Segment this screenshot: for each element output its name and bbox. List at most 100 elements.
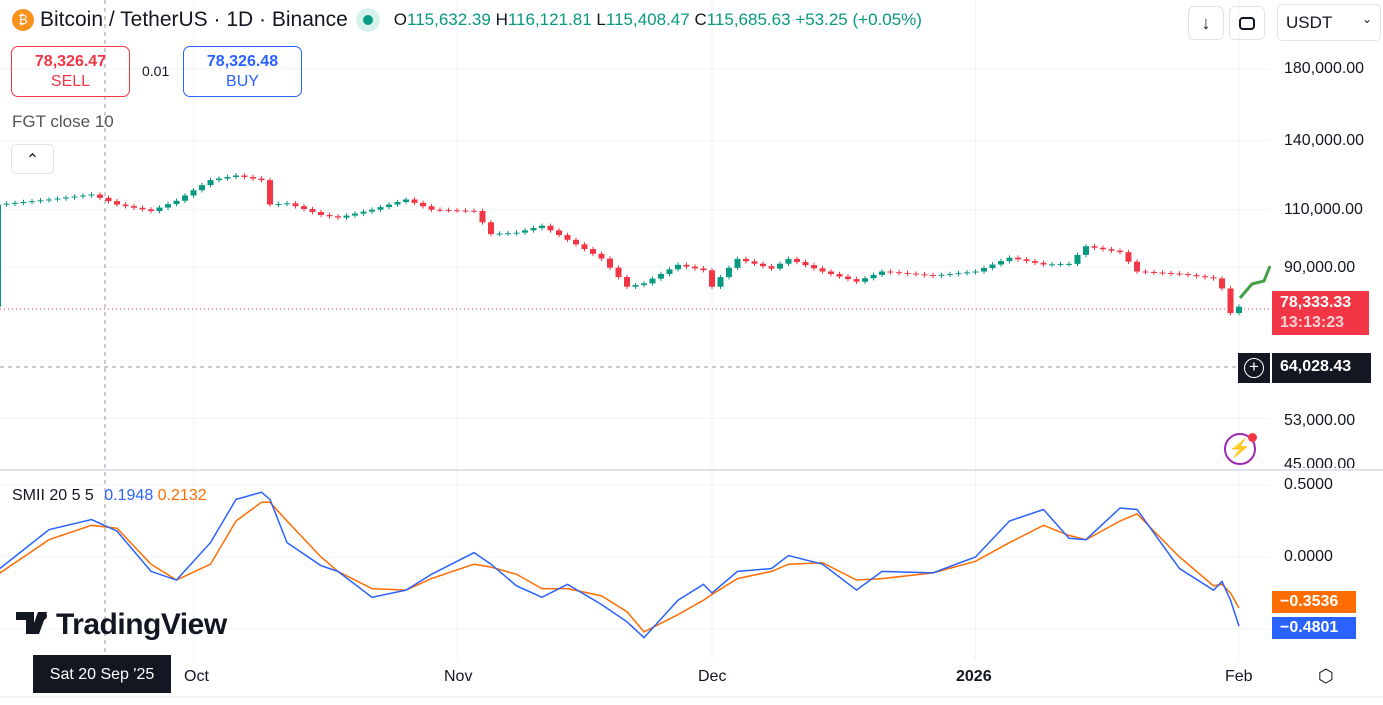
close-value: 115,685.63 — [706, 10, 791, 29]
last-price-value: 78,333.33 — [1280, 294, 1352, 311]
settings-eye-icon[interactable]: ⬡ — [1318, 666, 1334, 686]
close-label: C — [694, 10, 707, 29]
price-tick: 90,000.00 — [1284, 259, 1356, 276]
market-status-icon — [355, 8, 380, 32]
symbol-header[interactable]: ₿ Bitcoin / TetherUS · 1D · Binance O115… — [12, 8, 922, 32]
candle — [462, 210, 469, 212]
candle — [0, 204, 1, 307]
candle — [369, 209, 375, 212]
low-value: 115,408.47 — [605, 10, 690, 29]
candle — [1219, 278, 1225, 289]
candle — [794, 258, 800, 262]
candle — [607, 258, 613, 268]
smii-value-blue: 0.1948 — [104, 487, 154, 504]
candle — [428, 206, 435, 210]
lightning-icon[interactable]: ⚡ — [1224, 433, 1257, 465]
price-tick: 45,000.00 — [1284, 456, 1356, 468]
candle — [921, 274, 928, 276]
candle — [471, 210, 477, 212]
price-tick: 180,000.00 — [1284, 60, 1365, 77]
low-label: L — [596, 10, 606, 29]
candle — [326, 214, 333, 217]
candle — [71, 196, 78, 198]
candle — [352, 213, 358, 216]
time-tick: 2026 — [956, 668, 992, 685]
candle — [819, 268, 826, 272]
candle — [666, 269, 673, 274]
candle — [1040, 262, 1047, 265]
candle — [505, 233, 511, 235]
candles — [0, 173, 1242, 316]
candle — [658, 273, 664, 279]
sell-button[interactable]: 78,326.47 SELL — [11, 46, 130, 97]
smii-legend[interactable]: SMII 20 5 5 0.1948 0.2132 — [12, 487, 207, 505]
price-tick: 110,000.00 — [1284, 201, 1363, 218]
candle — [1117, 250, 1123, 253]
candle — [190, 190, 197, 196]
candle — [479, 211, 486, 223]
candle — [522, 230, 528, 233]
candle — [785, 258, 792, 264]
buy-button[interactable]: 78,326.48 BUY — [183, 46, 302, 97]
candle — [760, 263, 766, 267]
candle — [1074, 254, 1081, 264]
smii-orange-line — [0, 501, 1240, 633]
candle — [97, 194, 103, 198]
candle — [726, 267, 732, 278]
candle — [1151, 272, 1157, 274]
candle — [1083, 246, 1089, 255]
candle — [1023, 259, 1030, 262]
candle — [488, 222, 494, 235]
last-price-tag: 78,333.33 13:13:23 — [1272, 291, 1369, 335]
chevron-up-icon: ⌃ — [25, 152, 40, 169]
candle — [1210, 277, 1217, 279]
candle — [88, 194, 95, 196]
smii-tick: 0.5000 — [1284, 476, 1333, 493]
smii-blue-tag: −0.4801 — [1272, 617, 1356, 639]
chevron-down-icon: ⌄ — [1361, 12, 1372, 26]
candle — [947, 274, 953, 276]
candle — [955, 273, 962, 275]
candle — [768, 266, 775, 269]
candle — [360, 211, 367, 214]
open-label: O — [393, 10, 407, 29]
candle — [1066, 263, 1072, 265]
candle — [683, 264, 690, 267]
collapse-legend-button[interactable]: ⌃ — [11, 144, 54, 174]
candle — [530, 228, 537, 231]
download-button[interactable]: ↓ — [1188, 6, 1224, 40]
add-alert-button[interactable]: + — [1238, 353, 1270, 383]
candle — [964, 272, 970, 274]
currency-select[interactable]: USDT ⌄ — [1277, 4, 1381, 41]
candle — [343, 215, 350, 218]
candle — [1057, 264, 1064, 266]
time-tick: Feb — [1225, 668, 1253, 685]
candle — [1006, 257, 1013, 262]
candle — [972, 271, 979, 273]
grid — [0, 0, 1270, 660]
candle — [301, 206, 307, 210]
candle — [853, 279, 860, 282]
candle — [598, 253, 605, 259]
candle — [216, 178, 222, 181]
candle — [233, 175, 239, 178]
candle — [556, 230, 562, 236]
candle — [887, 271, 894, 273]
candle — [114, 201, 120, 205]
bar-countdown: 13:13:23 — [1280, 314, 1345, 331]
ohlc-values: O115,632.39 H116,121.81 L115,408.47 C115… — [394, 10, 922, 30]
candle — [590, 249, 596, 254]
candle — [403, 199, 409, 203]
candle — [284, 203, 290, 205]
candle — [420, 202, 426, 207]
candle — [913, 273, 919, 275]
candle — [207, 180, 214, 186]
candle — [454, 210, 460, 212]
candle — [156, 207, 163, 212]
fullscreen-button[interactable] — [1229, 6, 1265, 40]
candle — [564, 235, 571, 240]
candle — [802, 261, 809, 266]
candle — [751, 261, 758, 264]
fgt-indicator-legend[interactable]: FGT close 10 — [12, 112, 114, 131]
